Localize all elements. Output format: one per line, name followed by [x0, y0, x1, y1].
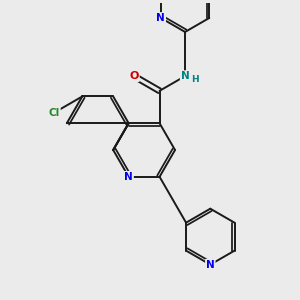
- Text: N: N: [181, 71, 189, 81]
- Text: Cl: Cl: [49, 108, 60, 118]
- Text: N: N: [206, 260, 215, 270]
- Text: N: N: [157, 13, 165, 23]
- Text: N: N: [124, 172, 133, 182]
- Text: O: O: [129, 71, 139, 81]
- Text: H: H: [192, 75, 199, 84]
